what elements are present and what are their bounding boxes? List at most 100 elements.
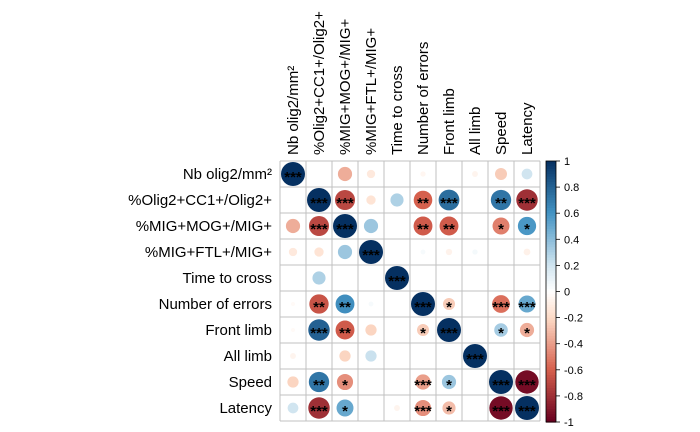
colorbar-segment — [546, 390, 556, 394]
corr-circle-number-of-errors-vs-latency — [518, 295, 536, 313]
significance-stars: *** — [518, 403, 536, 420]
corr-circle-olig2-cc1-olig2-vs-latency — [516, 189, 538, 211]
column-label-latency: Latency — [519, 102, 536, 155]
corr-circle-mig-mog-mig-vs-front-limb — [439, 216, 459, 236]
corr-circle-number-of-errors-vs-mig-mog-mig — [335, 294, 355, 314]
corr-circle-olig2-cc1-olig2-vs-mig-mog-mig — [334, 189, 356, 211]
significance-stars: *** — [518, 195, 536, 212]
significance-stars: ** — [313, 377, 325, 394]
corr-circle-front-limb-vs-mig-mog-mig — [335, 320, 355, 340]
row-labels: Nb olig2/mm² %Olig2+CC1+/Olig2+ %MIG+MOG+/… — [128, 166, 272, 417]
corr-circle-speed-vs-number-of-errors — [415, 374, 431, 390]
significance-stars: *** — [414, 403, 432, 420]
colorbar-segment — [546, 286, 556, 290]
colorbar-segment — [546, 304, 556, 308]
colorbar-segment — [546, 171, 556, 175]
corr-circle-olig2-cc1-olig2-vs-time-to-cross — [390, 193, 404, 207]
corr-circle-latency-vs-front-limb — [442, 401, 456, 415]
colorbar-segment — [546, 174, 556, 178]
row-label-mig-mog-mig: %MIG+MOG+/MIG+ — [136, 218, 273, 235]
colorbar-segment — [546, 236, 556, 240]
row-label-speed: Speed — [229, 374, 272, 391]
colorbar-segment — [546, 184, 556, 188]
colorbar-segment — [546, 328, 556, 332]
star-layer: ****** *** ** *** ** ****** *** ** ** * ********* *… — [284, 169, 536, 420]
colorbar-segment — [546, 228, 556, 233]
colorbar-segment — [546, 244, 556, 248]
colorbar-segment — [546, 291, 556, 295]
corr-circle-number-of-errors-vs-nb-olig2-mm — [290, 301, 296, 307]
colorbar-segment — [546, 205, 556, 209]
corr-circle-front-limb-vs-front-limb — [437, 318, 461, 342]
corr-circle-olig2-cc1-olig2-vs-olig2-cc1-olig2 — [307, 188, 331, 212]
colorbar-segment — [546, 275, 556, 280]
row-label-all-limb: All limb — [224, 348, 272, 365]
significance-stars: * — [446, 377, 452, 394]
colorbar-segment — [546, 317, 556, 321]
column-label-all-limb: All limb — [467, 107, 484, 155]
colorbar-segment — [546, 320, 556, 324]
colorbar-segment — [546, 166, 556, 170]
colorbar-segment — [546, 257, 556, 261]
column-label-nb-olig2-mm: Nb olig2/mm² — [285, 66, 302, 155]
significance-stars: *** — [362, 247, 380, 264]
corr-circle-all-limb-vs-nb-olig2-mm — [290, 353, 296, 359]
colorbar-segment — [546, 176, 556, 180]
colorbar-segment — [546, 398, 556, 402]
significance-stars: *** — [336, 195, 354, 212]
corr-circle-olig2-cc1-olig2-vs-speed — [490, 189, 512, 211]
significance-stars: *** — [440, 195, 458, 212]
colorbar-tick-label: -0.6 — [564, 365, 583, 377]
colorbar-tick-label: 0.6 — [564, 208, 579, 220]
colorbar-segment — [546, 239, 556, 243]
corr-circle-olig2-cc1-olig2-vs-number-of-errors — [413, 190, 433, 210]
corr-circle-mig-mog-mig-vs-latency — [517, 216, 537, 236]
colorbar-segment — [546, 335, 556, 340]
corr-circle-latency-vs-olig2-cc1-olig2 — [308, 397, 330, 419]
colorbar-segment — [546, 419, 556, 423]
significance-stars: *** — [518, 299, 536, 316]
colorbar-segment — [546, 262, 556, 266]
colorbar-segment — [546, 393, 556, 397]
corr-circle-number-of-errors-vs-front-limb — [443, 298, 455, 310]
corr-circle-mig-ftl-mig-vs-latency — [523, 248, 531, 256]
corr-circle-all-limb-vs-mig-ftl-mig — [365, 350, 377, 362]
significance-stars: * — [524, 325, 530, 342]
corr-circle-mig-ftl-mig-vs-front-limb — [445, 248, 453, 256]
colorbar-segment — [546, 382, 556, 387]
significance-stars: ** — [339, 299, 351, 316]
corr-circle-mig-ftl-mig-vs-number-of-errors — [420, 249, 426, 255]
significance-stars: *** — [492, 299, 510, 316]
corr-circle-front-limb-vs-number-of-errors — [417, 324, 429, 336]
colorbar-segment — [546, 202, 556, 206]
corr-circle-latency-vs-number-of-errors — [414, 399, 432, 417]
colorbar-segment — [546, 210, 556, 214]
colorbar-segment — [546, 403, 556, 407]
circle-layer — [281, 162, 539, 420]
corr-circle-latency-vs-nb-olig2-mm — [287, 402, 299, 414]
colorbar-segment — [546, 359, 556, 363]
corr-circle-speed-vs-front-limb — [441, 374, 457, 390]
significance-stars: *** — [518, 377, 536, 394]
significance-stars: ** — [339, 325, 351, 342]
colorbar-segment — [546, 161, 556, 165]
colorbar-segment — [546, 189, 556, 193]
significance-stars: *** — [414, 377, 432, 394]
colorbar-tick-label: -0.4 — [564, 339, 583, 351]
significance-stars: *** — [310, 195, 328, 212]
row-label-mig-ftl-mig: %MIG+FTL+/MIG+ — [145, 244, 272, 261]
colorbar-segment — [546, 187, 556, 191]
corr-circle-time-to-cross-vs-olig2-cc1-olig2 — [312, 271, 326, 285]
colorbar-tick-label: -0.2 — [564, 313, 583, 325]
colorbar-segment — [546, 179, 556, 183]
colorbar-segment — [546, 265, 556, 269]
corr-circle-mig-ftl-mig-vs-olig2-cc1-olig2 — [314, 247, 324, 257]
colorbar-segment — [546, 288, 556, 293]
colorbar-segment — [546, 406, 556, 410]
significance-stars: *** — [336, 221, 354, 238]
colorbar-segment — [546, 346, 556, 350]
significance-stars: * — [498, 221, 504, 238]
column-label-front-limb: Front limb — [441, 88, 458, 155]
colorbar-segment — [546, 226, 556, 230]
